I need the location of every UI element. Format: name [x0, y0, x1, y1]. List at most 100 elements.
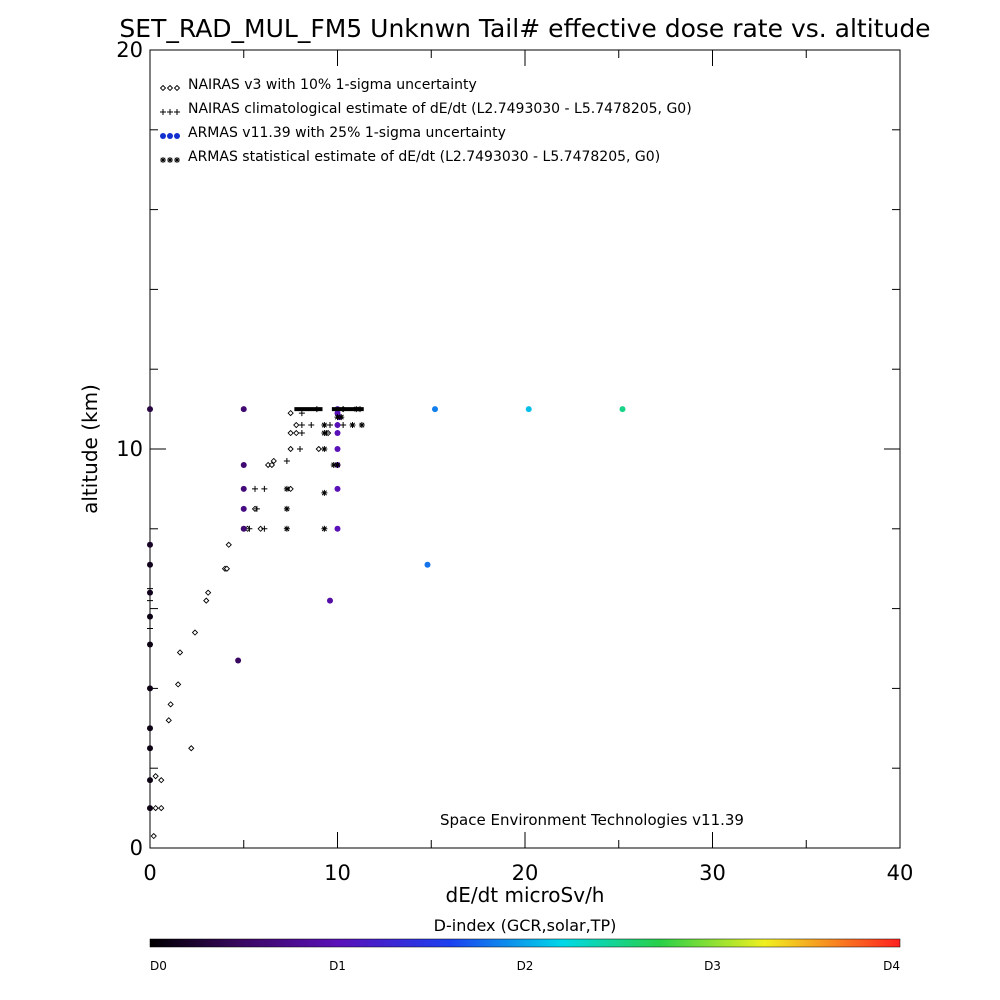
nairas-point	[287, 485, 294, 493]
legend-label: NAIRAS v3 with 10% 1-sigma uncertainty	[188, 77, 477, 93]
nairas-point	[315, 445, 322, 453]
nairas-point	[287, 409, 294, 417]
nairas-climatology-point	[327, 422, 333, 429]
colorbar-tick-label: D2	[517, 959, 534, 973]
nairas-point	[268, 461, 276, 469]
armas-statistical-point	[349, 422, 356, 429]
colorbar-tick-label: D4	[883, 959, 900, 973]
x-tick-label: 20	[512, 861, 539, 885]
nairas-climatology-point	[147, 625, 153, 632]
nairas-climatology-point	[298, 430, 305, 437]
legend-marker	[166, 84, 174, 92]
nairas-point	[270, 457, 277, 465]
armas-point	[240, 485, 247, 492]
armas-point	[240, 461, 247, 468]
armas-point	[334, 422, 341, 429]
legend-label: ARMAS statistical estimate of dE/dt (L2.…	[188, 149, 660, 165]
x-tick-label: 40	[887, 861, 914, 885]
legend-label: ARMAS v11.39 with 25% 1-sigma uncertaint…	[188, 125, 506, 141]
armas-statistical-point	[338, 414, 345, 421]
armas-point	[147, 725, 153, 732]
armas-point	[147, 561, 153, 568]
armas-point	[147, 685, 153, 692]
armas-point	[432, 406, 438, 413]
colorbar-tick-label: D0	[150, 959, 167, 973]
armas-statistical-point	[330, 461, 337, 468]
armas-statistical-point	[358, 422, 365, 429]
armas-point	[147, 745, 153, 752]
nairas-point	[174, 681, 182, 688]
legend-marker	[174, 157, 180, 163]
armas-point	[147, 406, 153, 413]
colorbar-tick-label: D3	[704, 959, 721, 973]
nairas-climatology-point	[147, 597, 153, 604]
armas-point	[240, 525, 247, 532]
nairas-point	[167, 701, 174, 708]
armas-point	[147, 613, 153, 620]
nairas-point	[188, 745, 195, 752]
armas-statistical-point	[283, 525, 290, 532]
legend-marker	[167, 157, 173, 163]
legend-marker	[160, 133, 166, 139]
credit-text: Space Environment Technologies v11.39	[440, 811, 744, 829]
nairas-point	[150, 832, 157, 840]
x-tick-label: 10	[324, 861, 351, 885]
legend-marker	[159, 84, 167, 92]
nairas-point	[158, 804, 165, 812]
armas-point	[334, 485, 341, 492]
nairas-climatology-point	[308, 422, 315, 429]
nairas-climatology-point	[261, 485, 268, 492]
armas-point	[235, 657, 242, 664]
nairas-point	[287, 429, 294, 437]
armas-statistical-point	[283, 485, 290, 492]
y-tick-labels: 0 10 20	[116, 38, 143, 860]
colorbar-tick-label: D1	[329, 959, 346, 973]
armas-statistical-point	[321, 525, 328, 532]
legend-marker	[174, 109, 180, 115]
y-axis-label: altitude (km)	[78, 384, 102, 514]
nairas-point	[257, 525, 264, 532]
armas-point	[334, 430, 341, 437]
nairas-climatology-point	[252, 485, 258, 492]
armas-point	[147, 589, 153, 596]
armas-point	[619, 406, 626, 413]
axis-ticks	[149, 49, 901, 849]
armas-point	[240, 505, 247, 512]
nairas-climatology-point	[340, 422, 347, 429]
nairas-climatology-point	[283, 457, 290, 464]
nairas-climatology-point	[261, 525, 268, 532]
legend-marker	[173, 84, 181, 92]
armas-point	[147, 777, 153, 784]
armas-statistical-point	[321, 430, 328, 437]
nairas-point	[203, 597, 210, 604]
x-tick-label: 0	[143, 861, 156, 885]
nairas-point	[152, 773, 159, 780]
armas-point	[525, 406, 532, 413]
armas-point	[147, 805, 153, 812]
nairas-point	[165, 717, 172, 724]
nairas-point	[158, 777, 165, 784]
armas-point	[240, 406, 247, 413]
legend-marker	[167, 133, 173, 139]
legend-label: NAIRAS climatological estimate of dE/dt …	[188, 101, 692, 117]
colorbar-title: D-index (GCR,solar,TP)	[434, 916, 617, 935]
nairas-point	[225, 541, 232, 548]
colorbar	[149, 938, 901, 948]
nairas-climatology-point	[298, 422, 305, 429]
x-tick-label: 30	[699, 861, 726, 885]
armas-statistical-point	[321, 489, 328, 496]
nairas-climatology-point	[246, 525, 253, 532]
colorbar-labels: D0 D1 D2 D3 D4	[150, 959, 900, 973]
legend-marker	[160, 157, 166, 163]
chart-title: SET_RAD_MUL_FM5 Unknwn Tail# effective d…	[119, 14, 930, 43]
nairas-point	[287, 445, 294, 453]
nairas-point	[176, 649, 184, 656]
nairas-climatology-point	[297, 446, 303, 452]
armas-statistical-point	[321, 422, 328, 429]
armas-statistical-point	[321, 446, 328, 452]
armas-point	[327, 597, 333, 604]
armas-statistical-point	[283, 505, 290, 512]
armas-point	[334, 525, 341, 532]
nairas-climatology-point	[253, 505, 260, 512]
